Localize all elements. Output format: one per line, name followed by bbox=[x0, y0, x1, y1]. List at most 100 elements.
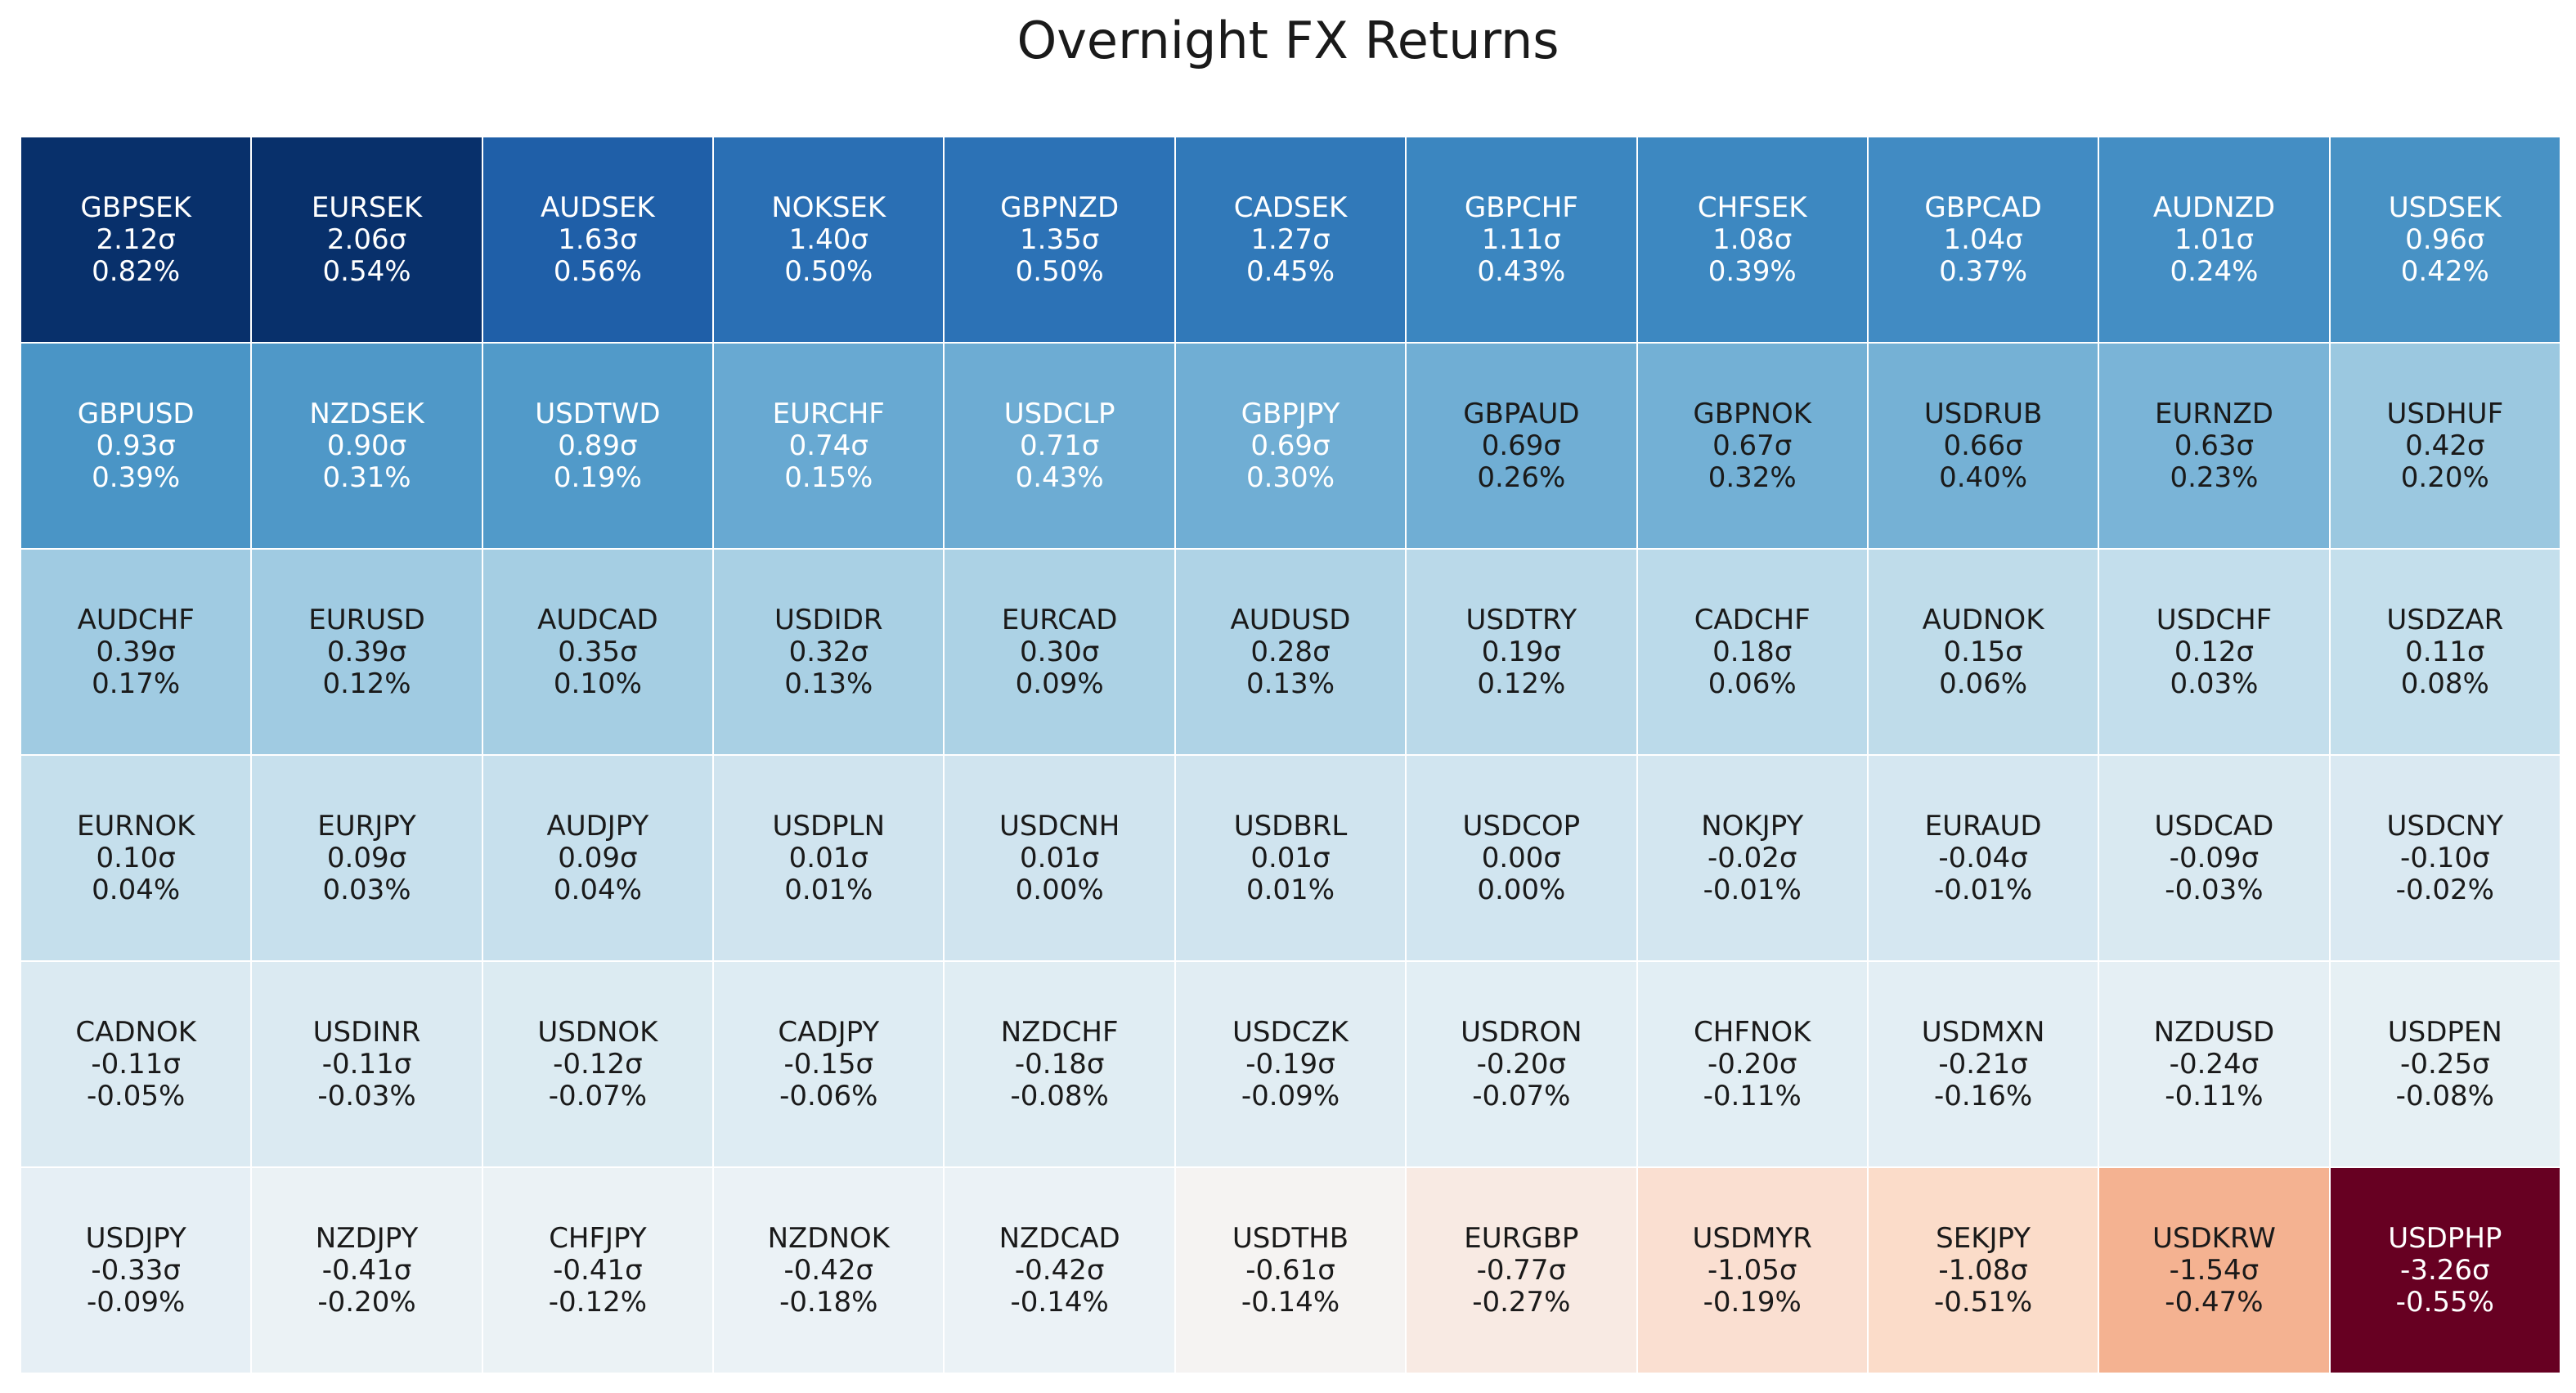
cell-zscore-label: -0.09σ bbox=[2169, 841, 2260, 874]
cell-zscore-label: 2.06σ bbox=[326, 222, 407, 256]
cell-pair-label: USDPEN bbox=[2387, 1015, 2502, 1049]
heatmap-cell-usdsek: USDSEK 0.96σ 0.42% bbox=[2330, 137, 2560, 342]
cell-zscore-label: 0.18σ bbox=[1712, 635, 1793, 668]
heatmap-cell-gbpaud: GBPAUD 0.69σ 0.26% bbox=[1407, 344, 1636, 548]
cell-pair-label: USDNOK bbox=[537, 1015, 658, 1049]
heatmap-cell-cadchf: CADCHF 0.18σ 0.06% bbox=[1637, 550, 1867, 754]
heatmap-cell-nzdsek: NZDSEK 0.90σ 0.31% bbox=[252, 344, 482, 548]
cell-pair-label: USDTHB bbox=[1232, 1221, 1349, 1255]
cell-zscore-label: 0.01σ bbox=[788, 841, 868, 874]
cell-return-label: 0.31% bbox=[322, 461, 411, 494]
heatmap-cell-usdkrw: USDKRW -1.54σ -0.47% bbox=[2099, 1168, 2329, 1373]
cell-return-label: -0.03% bbox=[317, 1079, 416, 1112]
heatmap-cell-usdzar: USDZAR 0.11σ 0.08% bbox=[2330, 550, 2560, 754]
cell-zscore-label: -0.10σ bbox=[2400, 841, 2490, 874]
cell-pair-label: USDRUB bbox=[1923, 397, 2043, 430]
cell-zscore-label: 0.71σ bbox=[1020, 429, 1100, 462]
cell-pair-label: NZDCHF bbox=[1000, 1015, 1119, 1049]
cell-pair-label: GBPNZD bbox=[1000, 191, 1120, 224]
cell-pair-label: CADCHF bbox=[1694, 603, 1811, 636]
heatmap-cell-nzdchf: NZDCHF -0.18σ -0.08% bbox=[945, 962, 1174, 1166]
cell-pair-label: NOKSEK bbox=[771, 191, 886, 224]
heatmap-cell-nzdnok: NZDNOK -0.42σ -0.18% bbox=[714, 1168, 944, 1373]
cell-pair-label: EURNZD bbox=[2154, 397, 2273, 430]
cell-return-label: -0.03% bbox=[2165, 873, 2264, 906]
cell-return-label: -0.01% bbox=[1703, 873, 1802, 906]
cell-return-label: 0.15% bbox=[784, 461, 873, 494]
cell-return-label: 0.50% bbox=[784, 254, 873, 288]
heatmap-cell-usdthb: USDTHB -0.61σ -0.14% bbox=[1175, 1168, 1406, 1373]
cell-pair-label: NZDJPY bbox=[315, 1221, 419, 1255]
cell-pair-label: NOKJPY bbox=[1701, 809, 1804, 843]
cell-return-label: 0.39% bbox=[1708, 254, 1797, 288]
heatmap-cell-usdtry: USDTRY 0.19σ 0.12% bbox=[1407, 550, 1636, 754]
heatmap-cell-chfsek: CHFSEK 1.08σ 0.39% bbox=[1637, 137, 1867, 342]
cell-return-label: -0.09% bbox=[1241, 1079, 1340, 1112]
cell-zscore-label: 1.04σ bbox=[1943, 222, 2023, 256]
cell-pair-label: USDPLN bbox=[772, 809, 886, 843]
cell-return-label: 0.13% bbox=[1245, 667, 1335, 700]
heatmap-cell-gbpcad: GBPCAD 1.04σ 0.37% bbox=[1868, 137, 2098, 342]
cell-pair-label: USDINR bbox=[312, 1015, 421, 1049]
cell-pair-label: CADJPY bbox=[778, 1015, 880, 1049]
cell-pair-label: SEKJPY bbox=[1936, 1221, 2031, 1255]
cell-return-label: 0.43% bbox=[1477, 254, 1566, 288]
heatmap-cell-audjpy: AUDJPY 0.09σ 0.04% bbox=[482, 756, 713, 960]
cell-pair-label: GBPCAD bbox=[1924, 191, 2042, 224]
heatmap-cell-nzdcad: NZDCAD -0.42σ -0.14% bbox=[945, 1168, 1174, 1373]
heatmap-cell-usdmyr: USDMYR -1.05σ -0.19% bbox=[1637, 1168, 1867, 1373]
cell-return-label: 0.19% bbox=[553, 461, 642, 494]
cell-return-label: -0.08% bbox=[1010, 1079, 1109, 1112]
cell-zscore-label: -0.33σ bbox=[91, 1253, 181, 1287]
cell-zscore-label: -0.12σ bbox=[553, 1047, 643, 1081]
heatmap-cell-usdnok: USDNOK -0.12σ -0.07% bbox=[482, 962, 713, 1166]
heatmap-cell-usdinr: USDINR -0.11σ -0.03% bbox=[252, 962, 482, 1166]
cell-zscore-label: 0.39σ bbox=[326, 635, 407, 668]
cell-zscore-label: -0.20σ bbox=[1476, 1047, 1567, 1081]
cell-pair-label: NZDNOK bbox=[767, 1221, 890, 1255]
cell-return-label: -0.05% bbox=[87, 1079, 186, 1112]
cell-zscore-label: 1.40σ bbox=[788, 222, 868, 256]
heatmap-cell-noksek: NOKSEK 1.40σ 0.50% bbox=[714, 137, 944, 342]
heatmap-cell-audnok: AUDNOK 0.15σ 0.06% bbox=[1868, 550, 2098, 754]
cell-pair-label: USDTWD bbox=[535, 397, 661, 430]
cell-pair-label: CADNOK bbox=[75, 1015, 197, 1049]
cell-pair-label: EURSEK bbox=[311, 191, 423, 224]
heatmap-cell-usdpln: USDPLN 0.01σ 0.01% bbox=[714, 756, 944, 960]
heatmap-cell-gbpnzd: GBPNZD 1.35σ 0.50% bbox=[945, 137, 1174, 342]
cell-pair-label: NZDCAD bbox=[999, 1221, 1120, 1255]
cell-zscore-label: 0.89σ bbox=[558, 429, 638, 462]
cell-zscore-label: 0.35σ bbox=[558, 635, 638, 668]
cell-pair-label: AUDCHF bbox=[77, 603, 195, 636]
heatmap-cell-eursek: EURSEK 2.06σ 0.54% bbox=[252, 137, 482, 342]
heatmap-cell-usdcny: USDCNY -0.10σ -0.02% bbox=[2330, 756, 2560, 960]
cell-return-label: 0.20% bbox=[2400, 461, 2489, 494]
cell-return-label: -0.11% bbox=[1703, 1079, 1802, 1112]
heatmap-cell-audcad: AUDCAD 0.35σ 0.10% bbox=[482, 550, 713, 754]
cell-pair-label: USDCNY bbox=[2386, 809, 2504, 843]
cell-zscore-label: 0.00σ bbox=[1481, 841, 1561, 874]
cell-return-label: -0.47% bbox=[2165, 1285, 2264, 1319]
cell-return-label: -0.08% bbox=[2395, 1079, 2494, 1112]
cell-return-label: 0.54% bbox=[322, 254, 411, 288]
heatmap-cell-audnzd: AUDNZD 1.01σ 0.24% bbox=[2099, 137, 2329, 342]
cell-return-label: -0.16% bbox=[1933, 1079, 2033, 1112]
heatmap-cell-eurjpy: EURJPY 0.09σ 0.03% bbox=[252, 756, 482, 960]
cell-zscore-label: -0.41σ bbox=[321, 1253, 412, 1287]
cell-pair-label: USDMYR bbox=[1692, 1221, 1812, 1255]
heatmap-cell-usdcad: USDCAD -0.09σ -0.03% bbox=[2099, 756, 2329, 960]
cell-zscore-label: -0.15σ bbox=[783, 1047, 874, 1081]
cell-pair-label: USDSEK bbox=[2388, 191, 2502, 224]
cell-pair-label: USDTRY bbox=[1465, 603, 1577, 636]
heatmap-cell-usdhuf: USDHUF 0.42σ 0.20% bbox=[2330, 344, 2560, 548]
heatmap-cell-cadjpy: CADJPY -0.15σ -0.06% bbox=[714, 962, 944, 1166]
cell-pair-label: USDCHF bbox=[2156, 603, 2273, 636]
cell-return-label: 0.04% bbox=[92, 873, 181, 906]
heatmap-cell-chfjpy: CHFJPY -0.41σ -0.12% bbox=[482, 1168, 713, 1373]
cell-return-label: 0.01% bbox=[784, 873, 873, 906]
heatmap-cell-usdtwd: USDTWD 0.89σ 0.19% bbox=[482, 344, 713, 548]
chart-title: Overnight FX Returns bbox=[1016, 11, 1560, 70]
cell-pair-label: AUDJPY bbox=[546, 809, 649, 843]
cell-pair-label: USDIDR bbox=[774, 603, 883, 636]
cell-zscore-label: -0.11σ bbox=[91, 1047, 181, 1081]
